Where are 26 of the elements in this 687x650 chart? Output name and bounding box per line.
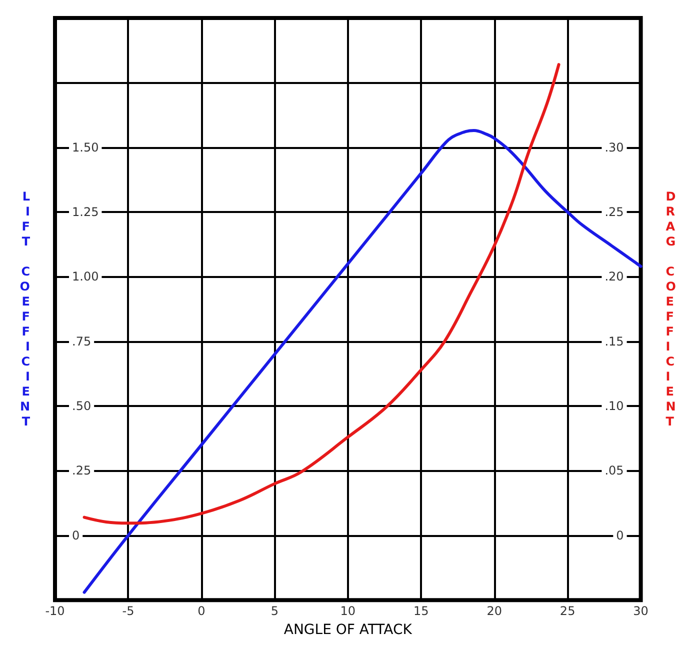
x-tick-label: -5 (122, 604, 134, 618)
y-tick-label: 1.50 (72, 140, 99, 154)
y2-tick-label: .10 (604, 399, 624, 414)
text: LIFT COEFFICIENT (20, 190, 30, 429)
y-tick-label: .25 (72, 464, 92, 478)
x-tick-label: 20 (486, 604, 502, 618)
x-tick-label: 5 (270, 604, 278, 618)
x-tick-label: -10 (45, 604, 65, 618)
x-tick-label: 10 (340, 604, 356, 618)
x-axis-title: ANGLE OF ATTACK (284, 622, 413, 638)
y2-tick-label: .30 (604, 140, 624, 154)
y2-tick-label: 0 (616, 528, 624, 542)
x-tick-label: 0 (198, 604, 206, 618)
y-tick-label: 0 (72, 528, 80, 542)
y2-tick-label: .15 (604, 334, 624, 348)
y2-tick-label: .25 (604, 205, 624, 220)
x-tick-label: 30 (633, 604, 648, 618)
y2-tick-label: .05 (604, 464, 624, 478)
y-tick-label: 1.25 (72, 205, 99, 220)
x-tick-label: 25 (560, 604, 576, 618)
y-tick-label: 1.00 (72, 270, 99, 284)
text: DRAG COEFFICIENT (666, 190, 676, 429)
y2-tick-label: .20 (604, 270, 624, 284)
y-tick-label: .75 (72, 334, 92, 348)
y-tick-label: .50 (72, 399, 92, 414)
x-tick-label: 15 (413, 604, 429, 618)
